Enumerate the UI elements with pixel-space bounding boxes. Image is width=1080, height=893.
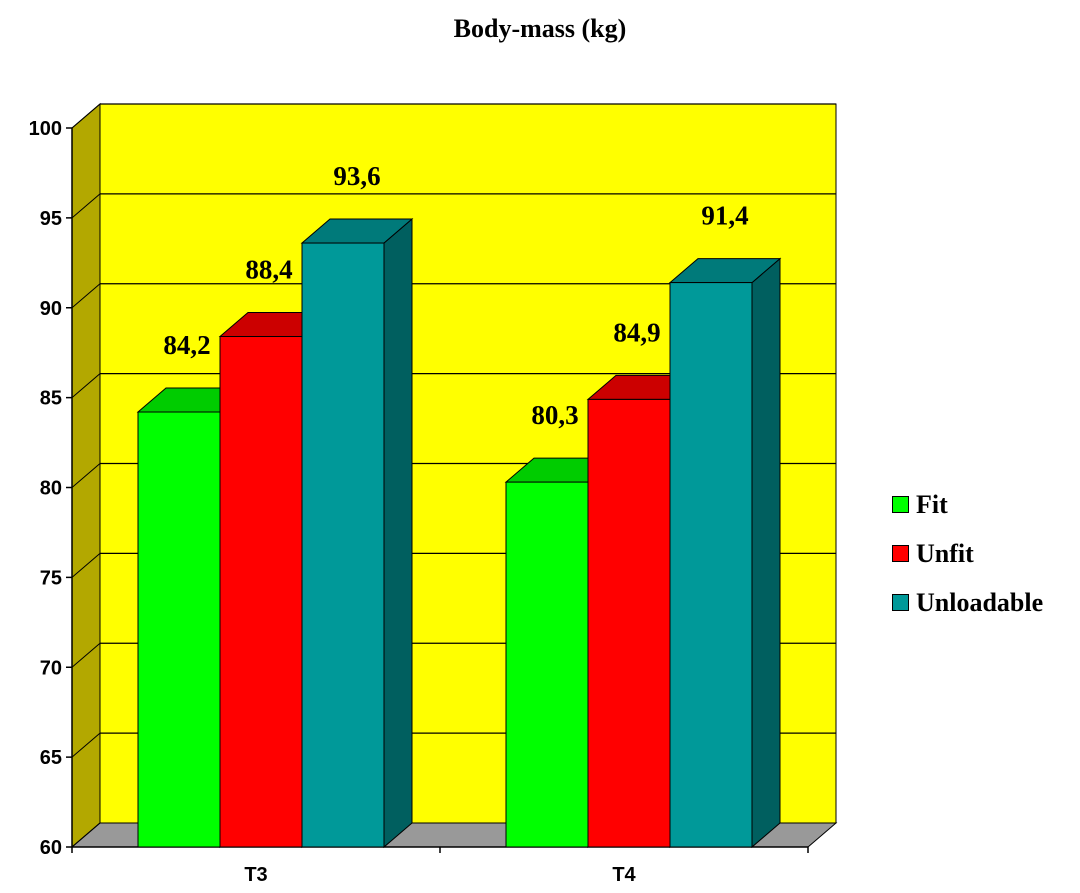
data-label: 84,9	[613, 317, 660, 347]
data-label: 80,3	[531, 400, 578, 430]
bar	[505, 481, 589, 848]
y-tick-label: 90	[40, 298, 62, 320]
legend-swatch-fit	[892, 496, 909, 513]
legend-item-unloadable: Unloadable	[892, 578, 1043, 627]
x-tick-label: T3	[244, 864, 267, 886]
side-gridline	[71, 642, 101, 668]
legend: Fit Unfit Unloadable	[892, 480, 1043, 627]
y-tick-label: 100	[29, 118, 62, 140]
bar	[219, 336, 303, 848]
side-gridline	[71, 732, 101, 758]
y-tick-label: 65	[40, 747, 62, 769]
bar	[301, 242, 385, 848]
chart-title: Body-mass (kg)	[453, 14, 627, 43]
legend-item-fit: Fit	[892, 480, 1043, 529]
side-gridline	[71, 822, 101, 848]
bar-side	[383, 217, 413, 849]
bar	[137, 411, 221, 848]
side-gridline	[71, 552, 101, 578]
bar	[669, 282, 753, 848]
legend-label-fit: Fit	[916, 489, 948, 519]
legend-label-unloadable: Unloadable	[916, 587, 1044, 617]
side-gridline	[71, 463, 101, 488]
legend-label-unfit: Unfit	[916, 538, 974, 568]
side-gridline	[71, 373, 101, 399]
y-tick-label: 95	[40, 208, 62, 230]
side-gridline	[71, 103, 101, 129]
y-tick-label: 80	[40, 478, 62, 500]
y-tick-label: 70	[40, 657, 62, 679]
data-label: 84,2	[163, 330, 210, 360]
y-tick-label: 75	[40, 567, 62, 589]
x-tick-label: T4	[612, 864, 636, 886]
side-gridline	[71, 193, 101, 219]
legend-item-unfit: Unfit	[892, 529, 1043, 578]
bar-side	[751, 257, 781, 849]
data-label: 93,6	[333, 161, 380, 191]
legend-swatch-unloadable	[892, 594, 909, 611]
y-tick-label: 60	[40, 837, 62, 859]
legend-swatch-unfit	[892, 545, 909, 562]
data-label: 91,4	[701, 201, 748, 231]
data-label: 88,4	[245, 255, 292, 285]
bar	[587, 398, 671, 848]
side-gridline	[71, 283, 101, 309]
y-tick-label: 85	[40, 388, 62, 410]
